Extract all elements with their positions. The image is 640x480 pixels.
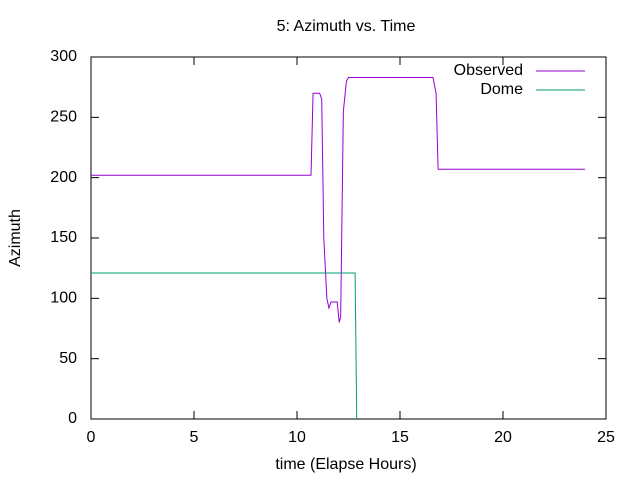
legend-label: Dome	[480, 81, 523, 98]
y-tick-label: 50	[59, 350, 77, 367]
x-tick-label: 15	[391, 429, 409, 446]
plot-border	[90, 56, 607, 420]
x-tick-label: 20	[494, 429, 512, 446]
y-tick-label: 100	[50, 290, 77, 307]
y-tick-label: 200	[50, 169, 77, 186]
chart-title: 5: Azimuth vs. Time	[277, 18, 416, 35]
x-axis-label: time (Elapse Hours)	[275, 456, 416, 473]
y-tick-label: 250	[50, 109, 77, 126]
x-tick-label: 5	[190, 429, 199, 446]
y-tick-label: 150	[50, 229, 77, 246]
y-axis-label: Azimuth	[7, 209, 24, 267]
x-tick-label: 0	[87, 429, 96, 446]
series-line	[91, 272, 358, 420]
series-line	[91, 77, 585, 323]
legend-label: Observed	[454, 62, 523, 79]
y-tick-label: 300	[50, 48, 77, 65]
x-tick-label: 10	[288, 429, 306, 446]
x-tick-label: 25	[597, 429, 615, 446]
y-tick-label: 0	[68, 410, 77, 427]
